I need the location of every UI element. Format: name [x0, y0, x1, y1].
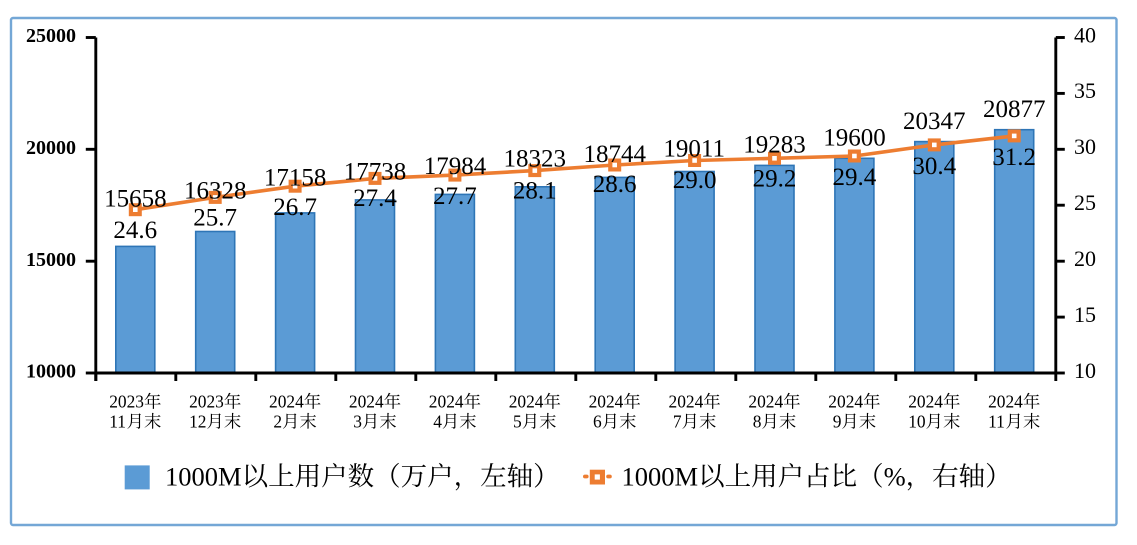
- svg-text:18744: 18744: [584, 141, 647, 168]
- svg-text:11: 11: [109, 411, 126, 431]
- svg-text:2023: 2023: [109, 392, 144, 412]
- svg-text:31.2: 31.2: [992, 144, 1036, 171]
- svg-text:25: 25: [1074, 190, 1096, 215]
- svg-text:2024: 2024: [988, 392, 1023, 412]
- svg-text:40: 40: [1074, 22, 1096, 47]
- svg-text:4: 4: [433, 411, 442, 431]
- svg-text:1000M: 1000M: [622, 461, 699, 491]
- svg-text:35: 35: [1074, 78, 1096, 103]
- svg-text:29.0: 29.0: [673, 167, 717, 194]
- svg-text:28.1: 28.1: [513, 177, 557, 204]
- svg-text:2024: 2024: [349, 392, 384, 412]
- svg-text:2024: 2024: [908, 392, 943, 412]
- svg-text:26.7: 26.7: [273, 194, 317, 221]
- svg-text:2024: 2024: [748, 392, 783, 412]
- svg-text:25000: 25000: [26, 25, 76, 47]
- svg-text:17984: 17984: [424, 153, 487, 180]
- svg-text:15: 15: [1074, 302, 1096, 327]
- svg-text:15658: 15658: [104, 186, 167, 213]
- svg-text:2: 2: [273, 411, 282, 431]
- svg-text:2024: 2024: [429, 392, 464, 412]
- svg-text:2024: 2024: [509, 392, 544, 412]
- svg-text:11: 11: [988, 411, 1005, 431]
- svg-text:20: 20: [1074, 246, 1096, 271]
- svg-text:12: 12: [189, 411, 206, 431]
- svg-text:2023: 2023: [189, 392, 224, 412]
- svg-text:24.6: 24.6: [113, 217, 157, 244]
- svg-text:17158: 17158: [264, 164, 327, 191]
- svg-text:28.6: 28.6: [593, 171, 637, 198]
- svg-text:8: 8: [753, 411, 762, 431]
- svg-text:20347: 20347: [903, 108, 966, 135]
- svg-text:2024: 2024: [669, 392, 704, 412]
- svg-text:27.7: 27.7: [433, 183, 477, 210]
- svg-text:30.4: 30.4: [912, 153, 956, 180]
- svg-text:25.7: 25.7: [193, 205, 237, 232]
- svg-text:6: 6: [593, 411, 602, 431]
- svg-text:18323: 18323: [504, 145, 567, 172]
- svg-text:2024: 2024: [269, 392, 304, 412]
- svg-text:27.4: 27.4: [353, 185, 397, 212]
- svg-text:17738: 17738: [344, 158, 407, 185]
- svg-text:20000: 20000: [26, 137, 76, 159]
- svg-text:29.4: 29.4: [833, 164, 877, 191]
- svg-text:10: 10: [908, 411, 926, 431]
- svg-text:10: 10: [1074, 358, 1096, 383]
- svg-text:19283: 19283: [743, 132, 806, 159]
- svg-text:3: 3: [353, 411, 362, 431]
- svg-text:30: 30: [1074, 134, 1096, 159]
- svg-text:2024: 2024: [828, 392, 863, 412]
- svg-text:5: 5: [513, 411, 522, 431]
- svg-text:16328: 16328: [184, 177, 247, 204]
- svg-text:9: 9: [833, 411, 842, 431]
- svg-text:15000: 15000: [26, 249, 76, 271]
- svg-text:%: %: [884, 461, 906, 491]
- svg-text:10000: 10000: [26, 361, 76, 383]
- svg-text:29.2: 29.2: [753, 166, 797, 193]
- svg-text:19600: 19600: [823, 125, 886, 152]
- svg-text:1000M: 1000M: [165, 461, 242, 491]
- svg-text:20877: 20877: [983, 96, 1046, 123]
- svg-text:7: 7: [673, 411, 682, 431]
- svg-text:2024: 2024: [589, 392, 624, 412]
- svg-text:19011: 19011: [663, 135, 725, 162]
